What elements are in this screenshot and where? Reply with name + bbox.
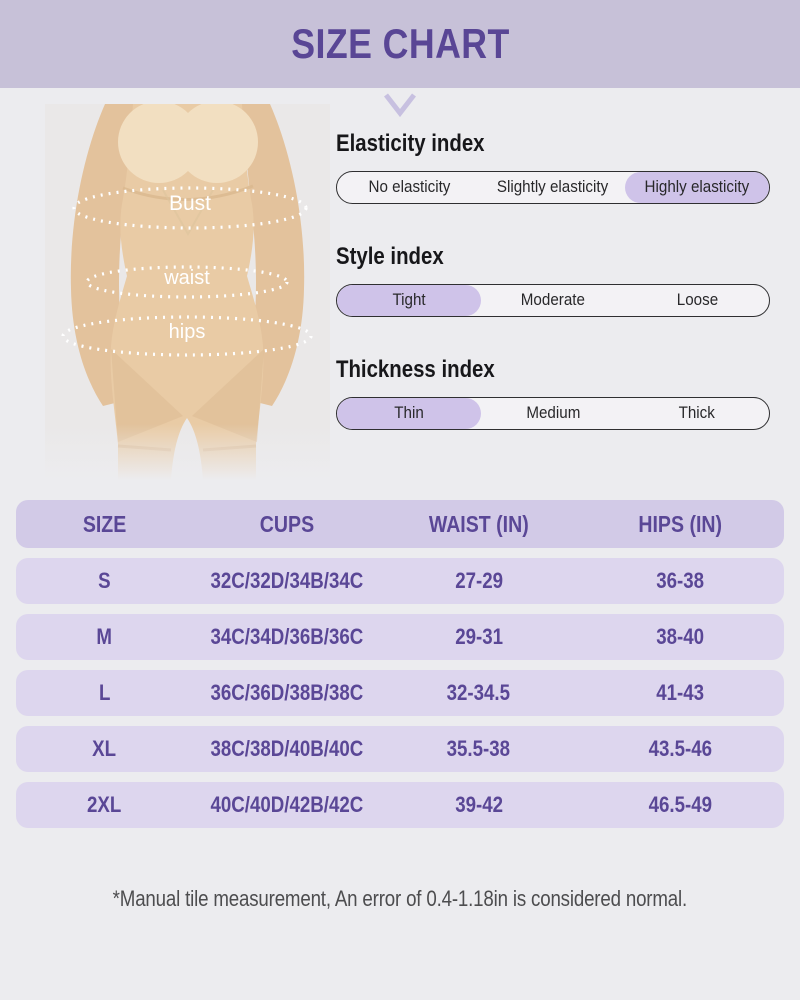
- thickness-index-block: Thickness index Thin Medium Thick: [336, 356, 770, 430]
- mesh-panel-left: [111, 349, 183, 442]
- table-row-s: S 32C/32D/34B/34C 27-29 36-38: [16, 558, 784, 604]
- waist-measure-line: [85, 265, 289, 299]
- cell-size: L: [98, 680, 111, 705]
- size-chart-banner: SIZE CHART: [0, 0, 800, 88]
- column-header-waist: WAIST (IN): [428, 510, 529, 537]
- cell-hips: 41-43: [656, 680, 705, 705]
- thickness-index-title: Thickness index: [336, 356, 495, 383]
- option-no-elasticity: No elasticity: [368, 178, 450, 196]
- page-title: SIZE CHART: [290, 20, 510, 67]
- table-header-row: SIZE CUPS WAIST (IN) HIPS (IN): [16, 500, 784, 548]
- photo-fade: [45, 424, 330, 480]
- size-table: SIZE CUPS WAIST (IN) HIPS (IN) S 32C/32D…: [16, 500, 784, 828]
- cell-hips: 43.5-46: [648, 736, 712, 761]
- column-header-hips: HIPS (IN): [638, 510, 723, 537]
- cell-cups: 38C/38D/40B/40C: [210, 736, 364, 761]
- cell-cups: 34C/34D/36B/36C: [210, 624, 364, 649]
- table-row-xl: XL 38C/38D/40B/40C 35.5-38 43.5-46: [16, 726, 784, 772]
- hips-measure-line: [61, 315, 313, 357]
- option-slightly-elasticity: Slightly elasticity: [497, 178, 609, 196]
- cell-waist: 39-42: [454, 792, 503, 817]
- hips-label: hips: [169, 321, 206, 343]
- cell-size: 2XL: [87, 792, 122, 817]
- hero-section: Bust waist hips Elasticity index No elas…: [0, 88, 800, 500]
- waist-label: waist: [163, 267, 210, 289]
- table-row-m: M 34C/34D/36B/36C 29-31 38-40: [16, 614, 784, 660]
- chevron-down-icon: [0, 92, 800, 123]
- index-column: Elasticity index No elasticity Slightly …: [336, 130, 770, 469]
- option-highly-elasticity-selected: Highly elasticity: [625, 172, 769, 203]
- cell-hips: 46.5-49: [648, 792, 712, 817]
- cell-cups: 36C/36D/38B/38C: [210, 680, 364, 705]
- cell-cups: 40C/40D/42B/42C: [210, 792, 364, 817]
- model-photo: Bust waist hips: [45, 101, 330, 480]
- elasticity-index-block: Elasticity index No elasticity Slightly …: [336, 130, 770, 204]
- measurement-disclaimer: *Manual tile measurement, An error of 0.…: [112, 886, 688, 911]
- cell-size: S: [98, 568, 111, 593]
- option-moderate: Moderate: [520, 291, 586, 309]
- column-header-cups: CUPS: [259, 510, 314, 537]
- cell-waist: 27-29: [454, 568, 503, 593]
- style-index-title: Style index: [336, 243, 444, 270]
- bra-cup-right: [176, 101, 258, 183]
- cell-size: M: [96, 624, 113, 649]
- cell-size: XL: [92, 736, 117, 761]
- cell-waist: 29-31: [454, 624, 503, 649]
- style-index-block: Style index Tight Moderate Loose: [336, 243, 770, 317]
- option-thin-selected: Thin: [337, 398, 481, 429]
- cell-waist: 32-34.5: [446, 680, 511, 705]
- cell-hips: 38-40: [656, 624, 705, 649]
- thickness-scale: Thin Medium Thick: [336, 397, 770, 430]
- bra-cup-left: [118, 101, 200, 183]
- option-medium: Medium: [526, 404, 580, 422]
- option-tight-selected: Tight: [337, 285, 481, 316]
- cell-waist: 35.5-38: [446, 736, 511, 761]
- option-thick: Thick: [678, 404, 716, 422]
- style-scale: Tight Moderate Loose: [336, 284, 770, 317]
- bust-label: Bust: [169, 192, 211, 215]
- bust-measure-line: [72, 186, 308, 230]
- mesh-panel-right: [192, 349, 264, 442]
- elasticity-scale: No elasticity Slightly elasticity Highly…: [336, 171, 770, 204]
- cell-cups: 32C/32D/34B/34C: [210, 568, 364, 593]
- cell-hips: 36-38: [656, 568, 705, 593]
- table-row-l: L 36C/36D/38B/38C 32-34.5 41-43: [16, 670, 784, 716]
- seam-line: [162, 189, 214, 237]
- elasticity-index-title: Elasticity index: [336, 130, 485, 157]
- option-loose: Loose: [676, 291, 718, 309]
- table-row-2xl: 2XL 40C/40D/42B/42C 39-42 46.5-49: [16, 782, 784, 828]
- column-header-size: SIZE: [82, 510, 127, 537]
